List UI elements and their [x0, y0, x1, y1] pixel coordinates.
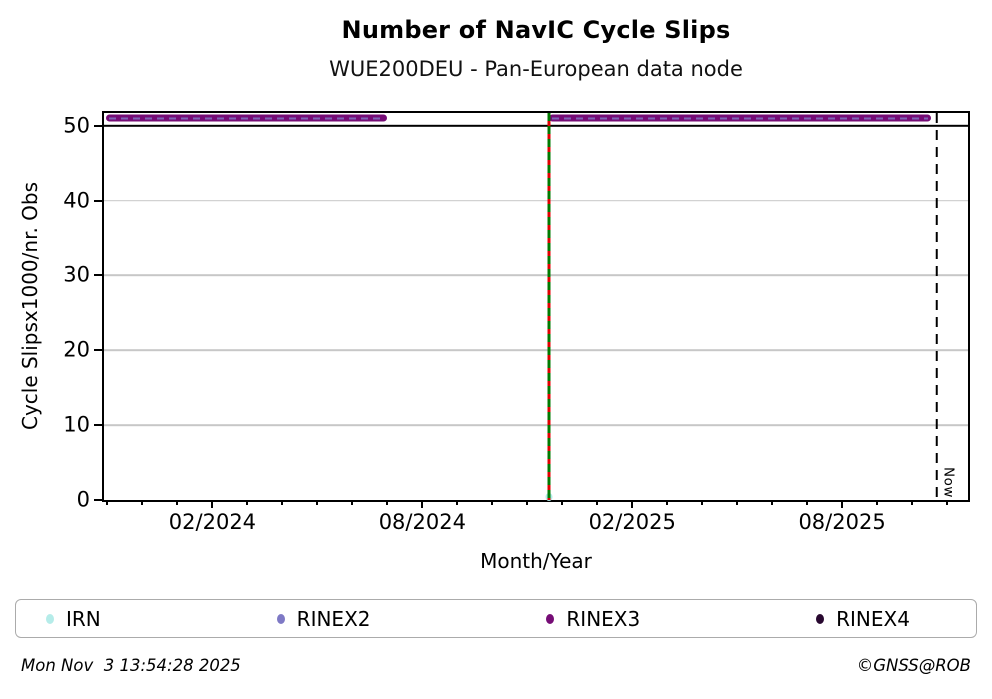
y-tick-label: 30 [63, 262, 90, 287]
y-axis-label: Cycle Slipsx1000/nr. Obs [18, 181, 42, 431]
series-segment-RINEX3 [105, 114, 388, 122]
chart-subtitle: WUE200DEU - Pan-European data node [329, 57, 743, 81]
y-tick [94, 349, 102, 352]
timestamp: Mon Nov 3 13:54:28 2025 [21, 656, 241, 675]
x-tick-minor [876, 500, 879, 505]
x-tick-major [631, 500, 634, 508]
grid-line-20 [104, 349, 968, 352]
y-tick-label: 10 [63, 412, 90, 437]
x-tick-minor [386, 500, 389, 505]
x-tick-label: 02/2024 [168, 510, 257, 534]
grid-line-50 [104, 124, 968, 127]
y-tick-label: 0 [76, 487, 90, 512]
legend: IRN RINEX2 RINEX3 RINEX4 [15, 599, 977, 638]
legend-marker-RINEX4 [816, 613, 825, 624]
legend-item-RINEX4: RINEX4 [816, 607, 910, 631]
x-tick-minor [176, 500, 179, 505]
x-tick-minor [666, 500, 669, 505]
y-tick [94, 199, 102, 202]
legend-marker-RINEX3 [546, 613, 555, 624]
y-tick [94, 274, 102, 277]
x-tick-minor [491, 500, 494, 505]
x-tick-minor [106, 500, 109, 505]
x-tick-minor [316, 500, 319, 505]
y-tick [94, 499, 102, 501]
x-tick-minor [771, 500, 774, 505]
y-tick [94, 124, 102, 127]
x-tick-minor [911, 500, 914, 505]
legend-item-RINEX3: RINEX3 [546, 607, 640, 631]
x-tick-label: 02/2025 [588, 510, 676, 534]
x-tick-minor [946, 500, 948, 505]
chart-title: Number of NavIC Cycle Slips [341, 16, 731, 44]
now-line: Now [935, 113, 956, 500]
legend-label: RINEX4 [836, 606, 910, 631]
legend-marker-IRN [46, 613, 54, 624]
x-tick-label: 08/2025 [798, 510, 886, 534]
x-tick-minor [351, 500, 354, 505]
series-dash-RINEX2 [551, 117, 929, 120]
x-tick-minor [526, 500, 529, 505]
x-tick-minor [736, 500, 739, 505]
series-dash-RINEX2 [108, 117, 385, 120]
x-tick-minor [561, 500, 564, 505]
y-tick-label: 40 [63, 188, 90, 213]
grid-line-30 [104, 274, 968, 277]
x-tick-minor [246, 500, 249, 505]
x-tick-minor [456, 500, 459, 505]
legend-item-RINEX2: RINEX2 [276, 606, 371, 631]
x-tick-minor [281, 500, 284, 505]
x-axis-label: Month/Year [480, 549, 592, 573]
x-tick-minor [806, 500, 809, 505]
legend-item-IRN: IRN [46, 607, 101, 631]
legend-label: RINEX3 [566, 606, 641, 631]
x-tick-minor [141, 500, 144, 505]
now-label: Now [940, 467, 957, 498]
plot-area: 0 10 20 30 40 50 02/2024 08/2024 02/2025 08/2025 N… [63, 111, 970, 534]
x-tick-major [211, 500, 214, 508]
x-tick-minor [701, 500, 704, 505]
grid-line-40 [104, 199, 968, 202]
legend-marker-RINEX2 [276, 613, 285, 624]
y-tick [94, 424, 102, 427]
credit: ©GNSS@ROB [856, 656, 971, 675]
x-tick-major [421, 500, 424, 508]
x-tick-minor [596, 500, 599, 505]
series-segment-RINEX3 [548, 114, 932, 122]
event-line [547, 113, 551, 500]
legend-label: IRN [66, 606, 101, 631]
x-tick-major [841, 500, 844, 508]
legend-label: RINEX2 [296, 606, 371, 631]
x-tick-label: 08/2024 [378, 510, 466, 534]
y-tick-label: 50 [63, 113, 90, 138]
y-tick-label: 20 [63, 337, 90, 362]
grid-line-10 [104, 424, 968, 426]
